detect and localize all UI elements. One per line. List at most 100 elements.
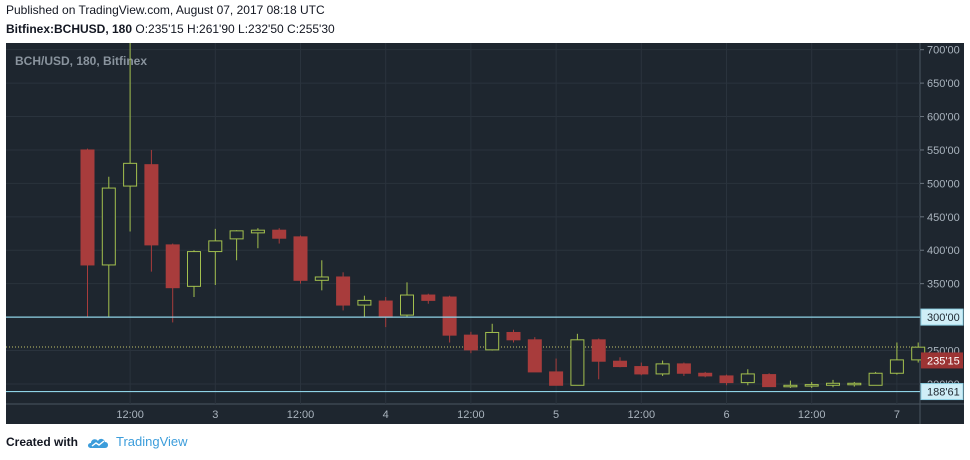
candle-body-up: [485, 331, 500, 351]
level-label-box: [920, 308, 964, 326]
price-axis: [920, 43, 964, 404]
candle-body-down: [80, 149, 95, 266]
candle: [549, 358, 564, 386]
candle: [421, 293, 436, 304]
candle: [591, 338, 606, 380]
level-label: 188'61: [927, 387, 960, 399]
time-axis: [6, 404, 964, 424]
candle-body-up: [357, 299, 372, 306]
x-tick-label: 5: [553, 409, 559, 421]
y-tick-label: 550'00: [927, 145, 960, 157]
y-tick-label: 650'00: [927, 78, 960, 90]
candle: [826, 379, 840, 388]
candle: [783, 380, 798, 388]
candle: [634, 362, 649, 376]
candle-body-down: [591, 339, 606, 362]
x-tick-label: 4: [383, 409, 389, 421]
candle-body-down: [527, 339, 542, 373]
candle: [463, 331, 478, 354]
candle-body-down: [634, 366, 649, 375]
tradingview-brand: TradingView: [116, 434, 188, 449]
candle-body-down: [549, 371, 564, 386]
x-tick-label: 12:00: [116, 409, 144, 421]
candle-body-up: [655, 363, 670, 375]
candle: [208, 228, 223, 286]
candle-body-down: [165, 244, 180, 289]
candle-body-down: [463, 334, 478, 351]
candle-body-up: [187, 251, 201, 287]
candle: [762, 373, 777, 388]
candle-body-down: [378, 300, 393, 318]
candle: [868, 371, 883, 386]
y-tick-label: 450'00: [927, 212, 960, 224]
cloud-icon: [88, 438, 109, 448]
published-line: Published on TradingView.com, August 07,…: [6, 3, 325, 17]
candle: [336, 272, 351, 311]
candle: [485, 323, 500, 351]
candle: [804, 381, 819, 388]
symbol-label: Bitfinex:BCHUSD, 180: [6, 22, 133, 36]
tradingview-logo[interactable]: TradingView: [86, 434, 188, 449]
x-tick-label: 7: [894, 409, 900, 421]
last-price-box: [921, 352, 963, 369]
y-tick-label: 500'00: [927, 178, 960, 190]
candle-body-down: [762, 374, 777, 388]
symbol-line: Bitfinex:BCHUSD, 180 O:235'15 H:261'90 L…: [6, 22, 335, 36]
candle-body-up: [208, 240, 223, 253]
candle: [740, 369, 755, 386]
candle: [250, 228, 265, 249]
candle-body-up: [123, 162, 138, 187]
candle: [80, 148, 95, 318]
candle: [719, 374, 734, 386]
candle: [655, 360, 670, 376]
candle-body-down: [421, 294, 436, 301]
candle-body-up: [783, 384, 798, 388]
candle-body-up: [889, 359, 904, 374]
x-tick-label: 3: [212, 409, 218, 421]
x-tick-label: 12:00: [287, 409, 315, 421]
candle-body-up: [847, 382, 862, 386]
candle-body-up: [804, 384, 819, 387]
x-tick-label: 12:00: [798, 409, 826, 421]
candle: [698, 371, 713, 378]
candle: [165, 243, 180, 323]
candle-body-up: [740, 373, 755, 384]
footer: Created with TradingView: [6, 434, 188, 449]
candle: [187, 250, 201, 298]
candle-body-down: [336, 276, 351, 306]
candle-body-up: [101, 187, 116, 266]
candle-body-down: [676, 363, 691, 374]
x-tick-label: 12:00: [628, 409, 656, 421]
candle-body-up: [314, 276, 329, 281]
candle: [357, 295, 372, 318]
created-with-text: Created with: [6, 434, 79, 449]
candle-body-down: [613, 360, 627, 368]
candle-body-down: [506, 331, 521, 341]
candle-body-down: [272, 229, 287, 239]
candle-body-down: [442, 296, 457, 336]
candle-body-down: [698, 372, 713, 377]
plot-area: [6, 43, 920, 404]
candle: [570, 333, 585, 386]
y-tick-label: 400'00: [927, 245, 960, 257]
candle-body-up: [400, 294, 414, 316]
candle: [527, 337, 542, 373]
candle: [293, 235, 308, 284]
candle: [613, 357, 627, 368]
y-tick-label: 600'00: [927, 112, 960, 124]
x-tick-label: 12:00: [457, 409, 485, 421]
candle: [442, 295, 457, 343]
candle: [272, 228, 287, 244]
level-label-box: [920, 383, 964, 401]
candle-body-up: [250, 229, 265, 234]
candle: [676, 362, 691, 376]
candle-body-up: [826, 382, 840, 386]
y-tick-label: 700'00: [927, 45, 960, 57]
candle: [229, 230, 244, 261]
x-tick-label: 6: [723, 409, 729, 421]
candle-body-up: [868, 372, 883, 386]
candle: [847, 381, 862, 387]
level-label: 300'00: [927, 312, 960, 324]
candle: [889, 342, 904, 375]
